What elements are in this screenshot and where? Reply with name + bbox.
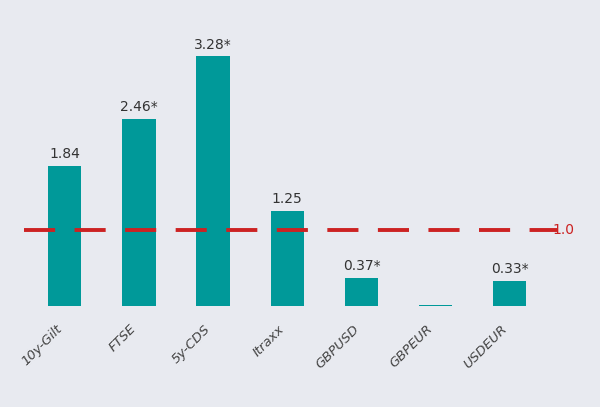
Text: 1.0: 1.0: [553, 223, 575, 237]
Bar: [419, 304, 452, 306]
Text: 1.25: 1.25: [272, 192, 302, 206]
Text: 0.33*: 0.33*: [491, 263, 529, 276]
Text: 3.28*: 3.28*: [194, 37, 232, 52]
Bar: [271, 211, 304, 306]
Text: 1.84: 1.84: [49, 147, 80, 161]
Text: 0.37*: 0.37*: [343, 259, 380, 273]
Text: 2.46*: 2.46*: [120, 100, 158, 114]
Bar: [493, 281, 526, 306]
Bar: [345, 278, 378, 306]
Bar: [196, 56, 230, 306]
Bar: [48, 166, 82, 306]
Bar: [122, 118, 155, 306]
